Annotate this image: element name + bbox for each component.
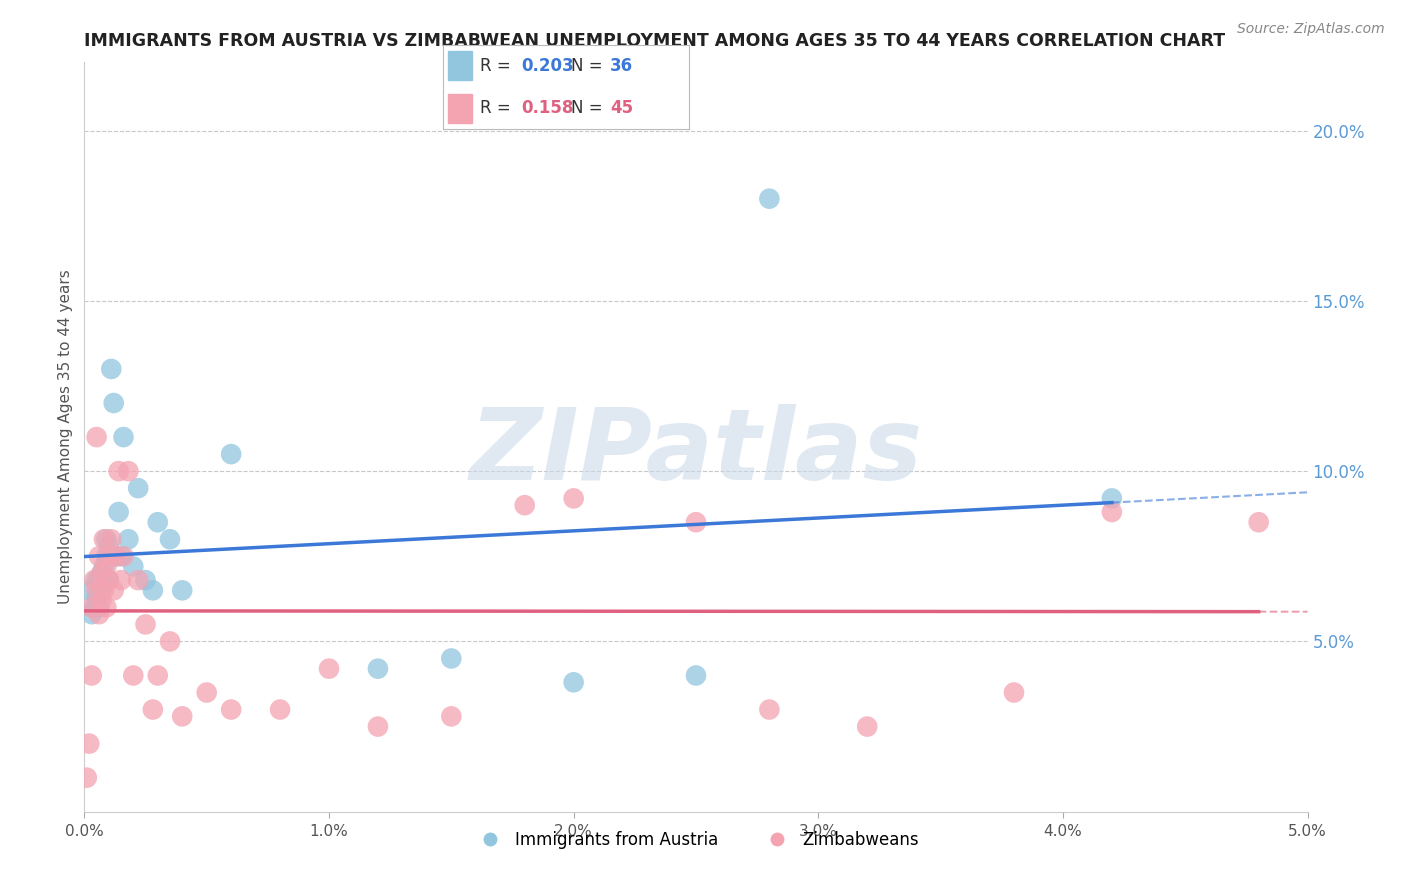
Point [90, 583, 112, 598]
Point [122, 668, 145, 682]
Point [367, 662, 389, 676]
Point [112, 549, 135, 564]
Point [112, 430, 135, 444]
Point [122, 559, 145, 574]
Bar [447, 52, 472, 80]
Point [1002, 685, 1025, 699]
Point [318, 662, 340, 676]
Text: 0.158: 0.158 [522, 99, 574, 117]
Point [685, 668, 707, 682]
Point [93, 559, 115, 574]
Point [367, 720, 389, 734]
Point [562, 675, 585, 690]
Bar [447, 94, 472, 122]
Point [440, 651, 463, 665]
Point [86, 573, 108, 587]
Point [86, 583, 108, 598]
Text: Source: ZipAtlas.com: Source: ZipAtlas.com [1237, 22, 1385, 37]
Point [269, 702, 291, 716]
Point [159, 634, 181, 648]
Point [146, 668, 169, 682]
Point [96, 600, 118, 615]
Text: ZIPatlas: ZIPatlas [470, 403, 922, 500]
Point [172, 709, 194, 723]
Text: R =: R = [479, 99, 516, 117]
Point [80, 668, 103, 682]
Point [87, 549, 110, 564]
Point [87, 607, 110, 622]
Point [135, 573, 157, 587]
Point [97, 573, 120, 587]
Point [1101, 491, 1123, 506]
Point [103, 396, 125, 410]
Point [80, 607, 103, 622]
Point [219, 447, 242, 461]
Point [117, 464, 139, 478]
Point [110, 573, 132, 587]
Point [105, 549, 128, 564]
Point [76, 771, 98, 785]
Point [90, 593, 112, 607]
Point [135, 617, 157, 632]
Point [127, 481, 149, 495]
Point [96, 559, 118, 574]
Point [97, 573, 120, 587]
Point [80, 600, 103, 615]
Point [172, 583, 194, 598]
Y-axis label: Unemployment Among Ages 35 to 44 years: Unemployment Among Ages 35 to 44 years [58, 269, 73, 605]
Point [1101, 505, 1123, 519]
Point [107, 464, 129, 478]
Text: 45: 45 [610, 99, 633, 117]
Point [100, 533, 122, 547]
Point [87, 600, 110, 615]
Point [77, 583, 100, 598]
Point [159, 533, 181, 547]
Point [83, 600, 105, 615]
Point [103, 583, 125, 598]
Text: R =: R = [479, 57, 516, 75]
Point [513, 498, 536, 512]
Point [142, 702, 165, 716]
Point [562, 491, 585, 506]
Point [117, 533, 139, 547]
Point [758, 192, 780, 206]
Point [96, 533, 118, 547]
Point [100, 362, 122, 376]
Point [856, 720, 879, 734]
Point [93, 583, 115, 598]
Point [87, 573, 110, 587]
Point [195, 685, 218, 699]
Point [90, 566, 112, 581]
Point [96, 549, 118, 564]
Point [93, 573, 115, 587]
Point [86, 430, 108, 444]
Text: N =: N = [571, 57, 607, 75]
Point [97, 549, 120, 564]
Point [107, 505, 129, 519]
Point [93, 533, 115, 547]
Point [1247, 515, 1270, 529]
Point [77, 737, 100, 751]
Point [105, 549, 128, 564]
Point [83, 573, 105, 587]
Point [758, 702, 780, 716]
Point [86, 590, 108, 604]
Text: 0.203: 0.203 [522, 57, 574, 75]
Text: IMMIGRANTS FROM AUSTRIA VS ZIMBABWEAN UNEMPLOYMENT AMONG AGES 35 TO 44 YEARS COR: IMMIGRANTS FROM AUSTRIA VS ZIMBABWEAN UN… [84, 32, 1226, 50]
Text: N =: N = [571, 99, 607, 117]
Point [440, 709, 463, 723]
Point [97, 539, 120, 553]
Point [110, 549, 132, 564]
Point [142, 583, 165, 598]
Point [90, 566, 112, 581]
Text: 36: 36 [610, 57, 633, 75]
Point [146, 515, 169, 529]
Point [685, 515, 707, 529]
Point [127, 573, 149, 587]
Point [219, 702, 242, 716]
Legend: Immigrants from Austria, Zimbabweans: Immigrants from Austria, Zimbabweans [467, 824, 925, 855]
